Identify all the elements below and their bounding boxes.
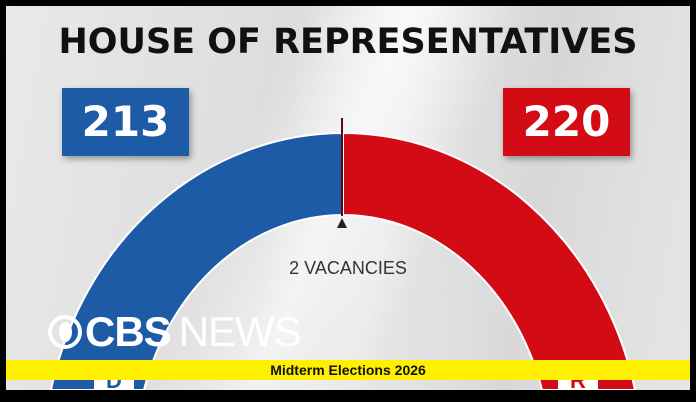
cbs-news-logo: CBS NEWS: [48, 308, 302, 356]
logo-suffix: NEWS: [178, 308, 302, 355]
majority-marker-icon: [337, 218, 347, 228]
vacancies-label: 2 VACANCIES: [289, 258, 407, 278]
graphic-title: HOUSE OF REPRESENTATIVES: [58, 22, 638, 62]
logo-brand: CBS: [85, 308, 172, 355]
cbs-eye-icon: [48, 315, 82, 349]
republican-arc: [342, 131, 637, 390]
seat-arc-chart: [49, 118, 637, 390]
republican-seat-count: 220: [503, 88, 630, 156]
ticker-banner: Midterm Elections 2026: [6, 360, 690, 380]
graphic-frame: HOUSE OF REPRESENTATIVES 213 220 2 VACAN…: [6, 6, 690, 390]
democrat-seat-count: 213: [62, 88, 189, 156]
democrat-arc: [49, 131, 344, 390]
